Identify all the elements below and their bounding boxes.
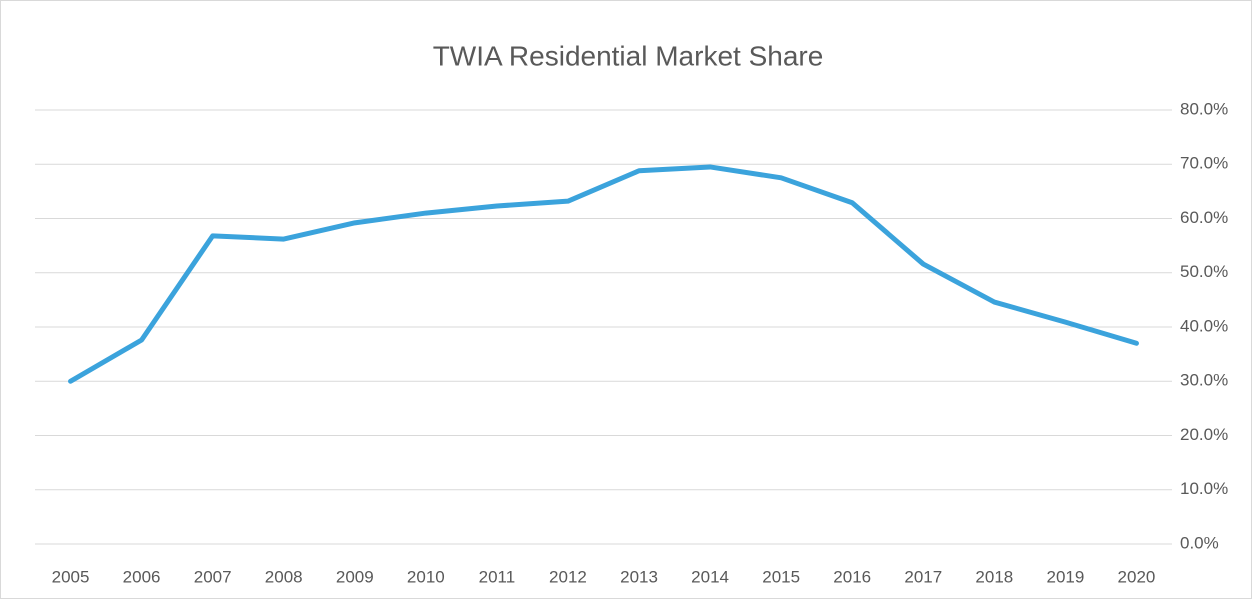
- x-tick-label: 2016: [833, 567, 871, 586]
- x-tick-label: 2007: [194, 567, 232, 586]
- x-tick-label: 2010: [407, 567, 445, 586]
- y-tick-label: 0.0%: [1180, 533, 1219, 552]
- x-tick-label: 2006: [123, 567, 161, 586]
- y-tick-label: 20.0%: [1180, 425, 1228, 444]
- x-tick-label: 2019: [1046, 567, 1084, 586]
- y-tick-label: 30.0%: [1180, 371, 1228, 390]
- chart-title: TWIA Residential Market Share: [433, 40, 824, 71]
- y-tick-label: 80.0%: [1180, 99, 1228, 118]
- x-tick-label: 2018: [975, 567, 1013, 586]
- y-tick-label: 40.0%: [1180, 316, 1228, 335]
- x-tick-label: 2009: [336, 567, 374, 586]
- y-tick-label: 50.0%: [1180, 262, 1228, 281]
- x-tick-label: 2008: [265, 567, 303, 586]
- y-tick-label: 70.0%: [1180, 154, 1228, 173]
- x-tick-label: 2020: [1118, 567, 1156, 586]
- y-tick-label: 60.0%: [1180, 208, 1228, 227]
- line-series: [68, 164, 1139, 384]
- x-tick-label: 2014: [691, 567, 729, 586]
- x-tick-label: 2017: [904, 567, 942, 586]
- x-tick-label: 2015: [762, 567, 800, 586]
- x-tick-label: 2005: [52, 567, 90, 586]
- x-tick-label: 2012: [549, 567, 587, 586]
- x-tick-label: 2011: [479, 567, 516, 586]
- x-tick-label: 2013: [620, 567, 658, 586]
- y-tick-label: 10.0%: [1180, 479, 1228, 498]
